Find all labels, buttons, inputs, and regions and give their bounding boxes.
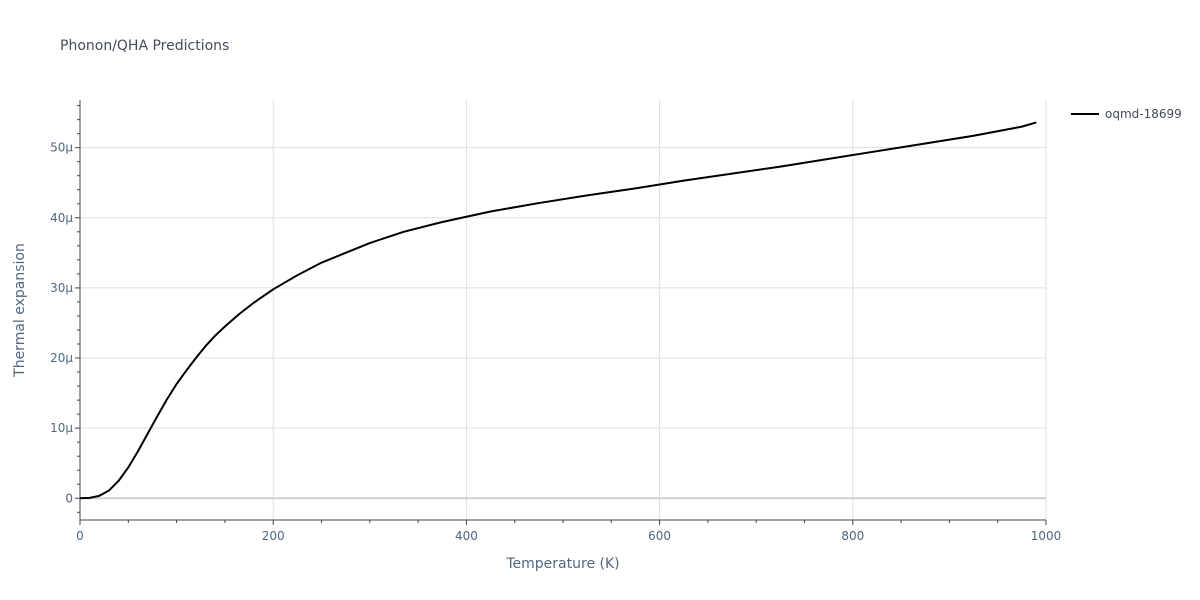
y-tick-label: 0 [65, 491, 73, 505]
x-tick-label: 200 [262, 529, 285, 543]
series-line-oqmd-18699[interactable] [79, 121, 1037, 500]
axes: 0 200 400 600 800 1000 0 10μ 20μ 30μ 40μ 50μ [50, 100, 1061, 543]
x-tick-label: 600 [648, 529, 671, 543]
y-tick-label: 50μ [50, 141, 73, 155]
x-tick-label: 400 [455, 529, 478, 543]
y-tick-label: 30μ [50, 281, 73, 295]
legend[interactable]: oqmd-18699 [1071, 107, 1182, 121]
gridlines [80, 100, 1047, 520]
series-layer [79, 121, 1037, 500]
x-tick-label: 1000 [1031, 529, 1062, 543]
legend-label: oqmd-18699 [1105, 107, 1182, 121]
x-axis-title: Temperature (K) [505, 556, 619, 572]
y-axis-title: Thermal expansion [12, 243, 28, 378]
x-tick-label: 0 [76, 529, 84, 543]
chart-title: Phonon/QHA Predictions [60, 38, 229, 54]
x-tick-label: 800 [841, 529, 864, 543]
y-tick-label: 20μ [50, 351, 73, 365]
y-tick-label: 40μ [50, 211, 73, 225]
y-tick-label: 10μ [50, 421, 73, 435]
